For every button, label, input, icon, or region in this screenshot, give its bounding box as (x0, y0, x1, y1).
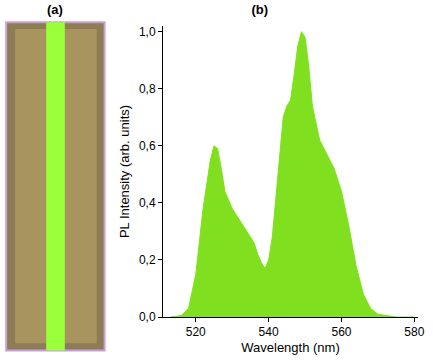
svg-text:540: 540 (259, 325, 279, 339)
svg-text:560: 560 (331, 325, 351, 339)
svg-text:PL Intensity (arb. units): PL Intensity (arb. units) (117, 105, 132, 238)
svg-text:(a): (a) (47, 2, 63, 17)
svg-text:0,0: 0,0 (139, 310, 156, 324)
svg-text:Wavelength (nm): Wavelength (nm) (241, 340, 340, 355)
svg-text:0,8: 0,8 (139, 82, 156, 96)
svg-text:580: 580 (404, 325, 424, 339)
svg-text:0,6: 0,6 (139, 139, 156, 153)
svg-text:1,0: 1,0 (139, 25, 156, 39)
svg-text:(b): (b) (251, 2, 268, 17)
svg-text:520: 520 (186, 325, 206, 339)
svg-text:0,4: 0,4 (139, 196, 156, 210)
svg-text:0,2: 0,2 (139, 253, 156, 267)
